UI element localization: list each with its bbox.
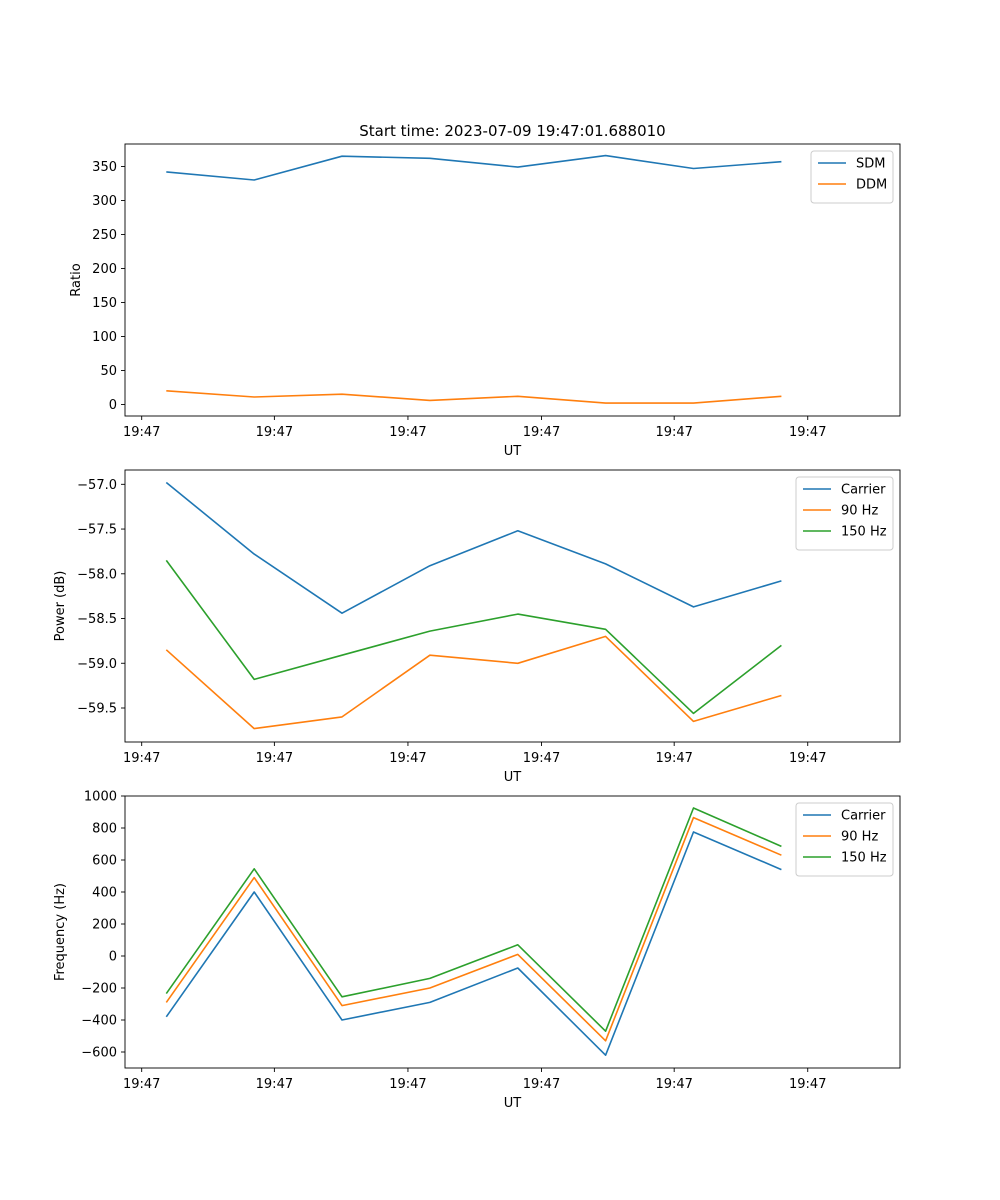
plot-frame <box>124 469 901 743</box>
y-tick-label: 1000 <box>84 790 117 805</box>
y-tick-label: 100 <box>92 330 117 345</box>
legend-label: 90 Hz <box>841 830 878 845</box>
x-tick-label: 19:47 <box>256 1077 293 1092</box>
y-tick-label: 200 <box>92 262 117 277</box>
x-tick-label: 19:47 <box>655 751 692 766</box>
legend-label: Carrier <box>841 483 886 498</box>
y-tick-label: 600 <box>92 854 117 869</box>
plot-frame <box>124 795 901 1069</box>
legend: Carrier 90 Hz 150 Hz <box>795 802 894 877</box>
series-line-150-hz <box>165 807 782 1032</box>
x-tick-label: 19:47 <box>123 425 160 440</box>
y-tick-label: 200 <box>92 918 117 933</box>
y-tick-label: −57.5 <box>77 523 117 538</box>
y-axis-label: Power (dB) <box>53 571 68 642</box>
y-tick-label: 50 <box>100 364 117 379</box>
y-tick-label: −600 <box>81 1046 117 1061</box>
legend: SDM DDM <box>810 150 894 204</box>
y-tick-label: 150 <box>92 296 117 311</box>
y-tick-label: 0 <box>109 950 117 965</box>
x-tick-label: 19:47 <box>123 1077 160 1092</box>
y-axis-label: Frequency (Hz) <box>53 883 68 981</box>
x-axis-label: UT <box>504 770 522 785</box>
y-tick-label: −58.0 <box>77 567 117 582</box>
legend-label: 150 Hz <box>841 525 887 540</box>
x-axis-label: UT <box>504 444 522 459</box>
x-tick-label: 19:47 <box>789 1077 826 1092</box>
y-tick-label: −400 <box>81 1014 117 1029</box>
x-tick-label: 19:47 <box>389 1077 426 1092</box>
x-tick-label: 19:47 <box>523 751 560 766</box>
legend-label: SDM <box>856 157 885 172</box>
legend-label: Carrier <box>841 809 886 824</box>
x-tick-label: 19:47 <box>789 425 826 440</box>
x-tick-label: 19:47 <box>789 751 826 766</box>
legend-box <box>810 150 894 204</box>
plot-frame <box>124 143 901 417</box>
series-line-ddm <box>166 390 782 404</box>
y-tick-label: 300 <box>92 194 117 209</box>
y-tick-label: −58.5 <box>77 612 117 627</box>
legend: Carrier 90 Hz 150 Hz <box>795 476 894 551</box>
x-tick-label: 19:47 <box>123 751 160 766</box>
x-tick-label: 19:47 <box>389 751 426 766</box>
y-tick-label: 250 <box>92 228 117 243</box>
y-tick-label: −59.5 <box>77 702 117 717</box>
chart-panel-3: 19:47 19:47 19:47 19:47 19:47 19:47 −600 −400 −2… <box>53 790 901 1111</box>
series-line-carrier <box>165 831 782 1056</box>
y-tick-label: −59.0 <box>77 657 117 672</box>
y-tick-label: −57.0 <box>77 478 117 493</box>
x-tick-label: 19:47 <box>389 425 426 440</box>
legend-label: DDM <box>856 178 887 193</box>
legend-label: 150 Hz <box>841 851 887 866</box>
x-tick-label: 19:47 <box>523 425 560 440</box>
series-line-90-hz <box>165 635 782 730</box>
legend-label: 90 Hz <box>841 504 878 519</box>
x-tick-label: 19:47 <box>256 751 293 766</box>
x-tick-label: 19:47 <box>655 425 692 440</box>
x-tick-label: 19:47 <box>256 425 293 440</box>
y-tick-label: 800 <box>92 822 117 837</box>
chart-panel-1: 19:47 19:47 19:47 19:47 19:47 19:47 0 50 100 150 2… <box>69 143 901 459</box>
figure-title: Start time: 2023-07-09 19:47:01.688010 <box>359 122 665 140</box>
series-line-90-hz <box>165 816 782 1042</box>
y-axis-label: Ratio <box>69 263 84 296</box>
y-tick-label: 400 <box>92 886 117 901</box>
y-tick-label: 0 <box>109 398 117 413</box>
y-tick-label: −200 <box>81 982 117 997</box>
x-axis-label: UT <box>504 1096 522 1111</box>
series-line-150-hz <box>165 559 782 715</box>
y-tick-label: 350 <box>92 160 117 175</box>
chart-panel-2: 19:47 19:47 19:47 19:47 19:47 19:47 −59.5 −59.0… <box>53 469 901 785</box>
x-tick-label: 19:47 <box>523 1077 560 1092</box>
series-line-carrier <box>165 481 782 615</box>
x-tick-label: 19:47 <box>655 1077 692 1092</box>
panels: 19:47 19:47 19:47 19:47 19:47 19:47 0 50 100 150 2… <box>53 143 901 1111</box>
series-line-sdm <box>166 154 782 181</box>
